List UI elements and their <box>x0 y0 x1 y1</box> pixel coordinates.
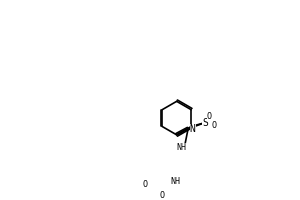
Text: NH: NH <box>170 177 180 186</box>
Text: O: O <box>142 180 147 189</box>
Text: S: S <box>202 118 208 128</box>
Text: O: O <box>207 112 212 121</box>
Text: NH: NH <box>176 143 186 152</box>
Text: N: N <box>190 124 196 134</box>
Text: O: O <box>212 121 217 130</box>
Text: O: O <box>160 191 165 200</box>
